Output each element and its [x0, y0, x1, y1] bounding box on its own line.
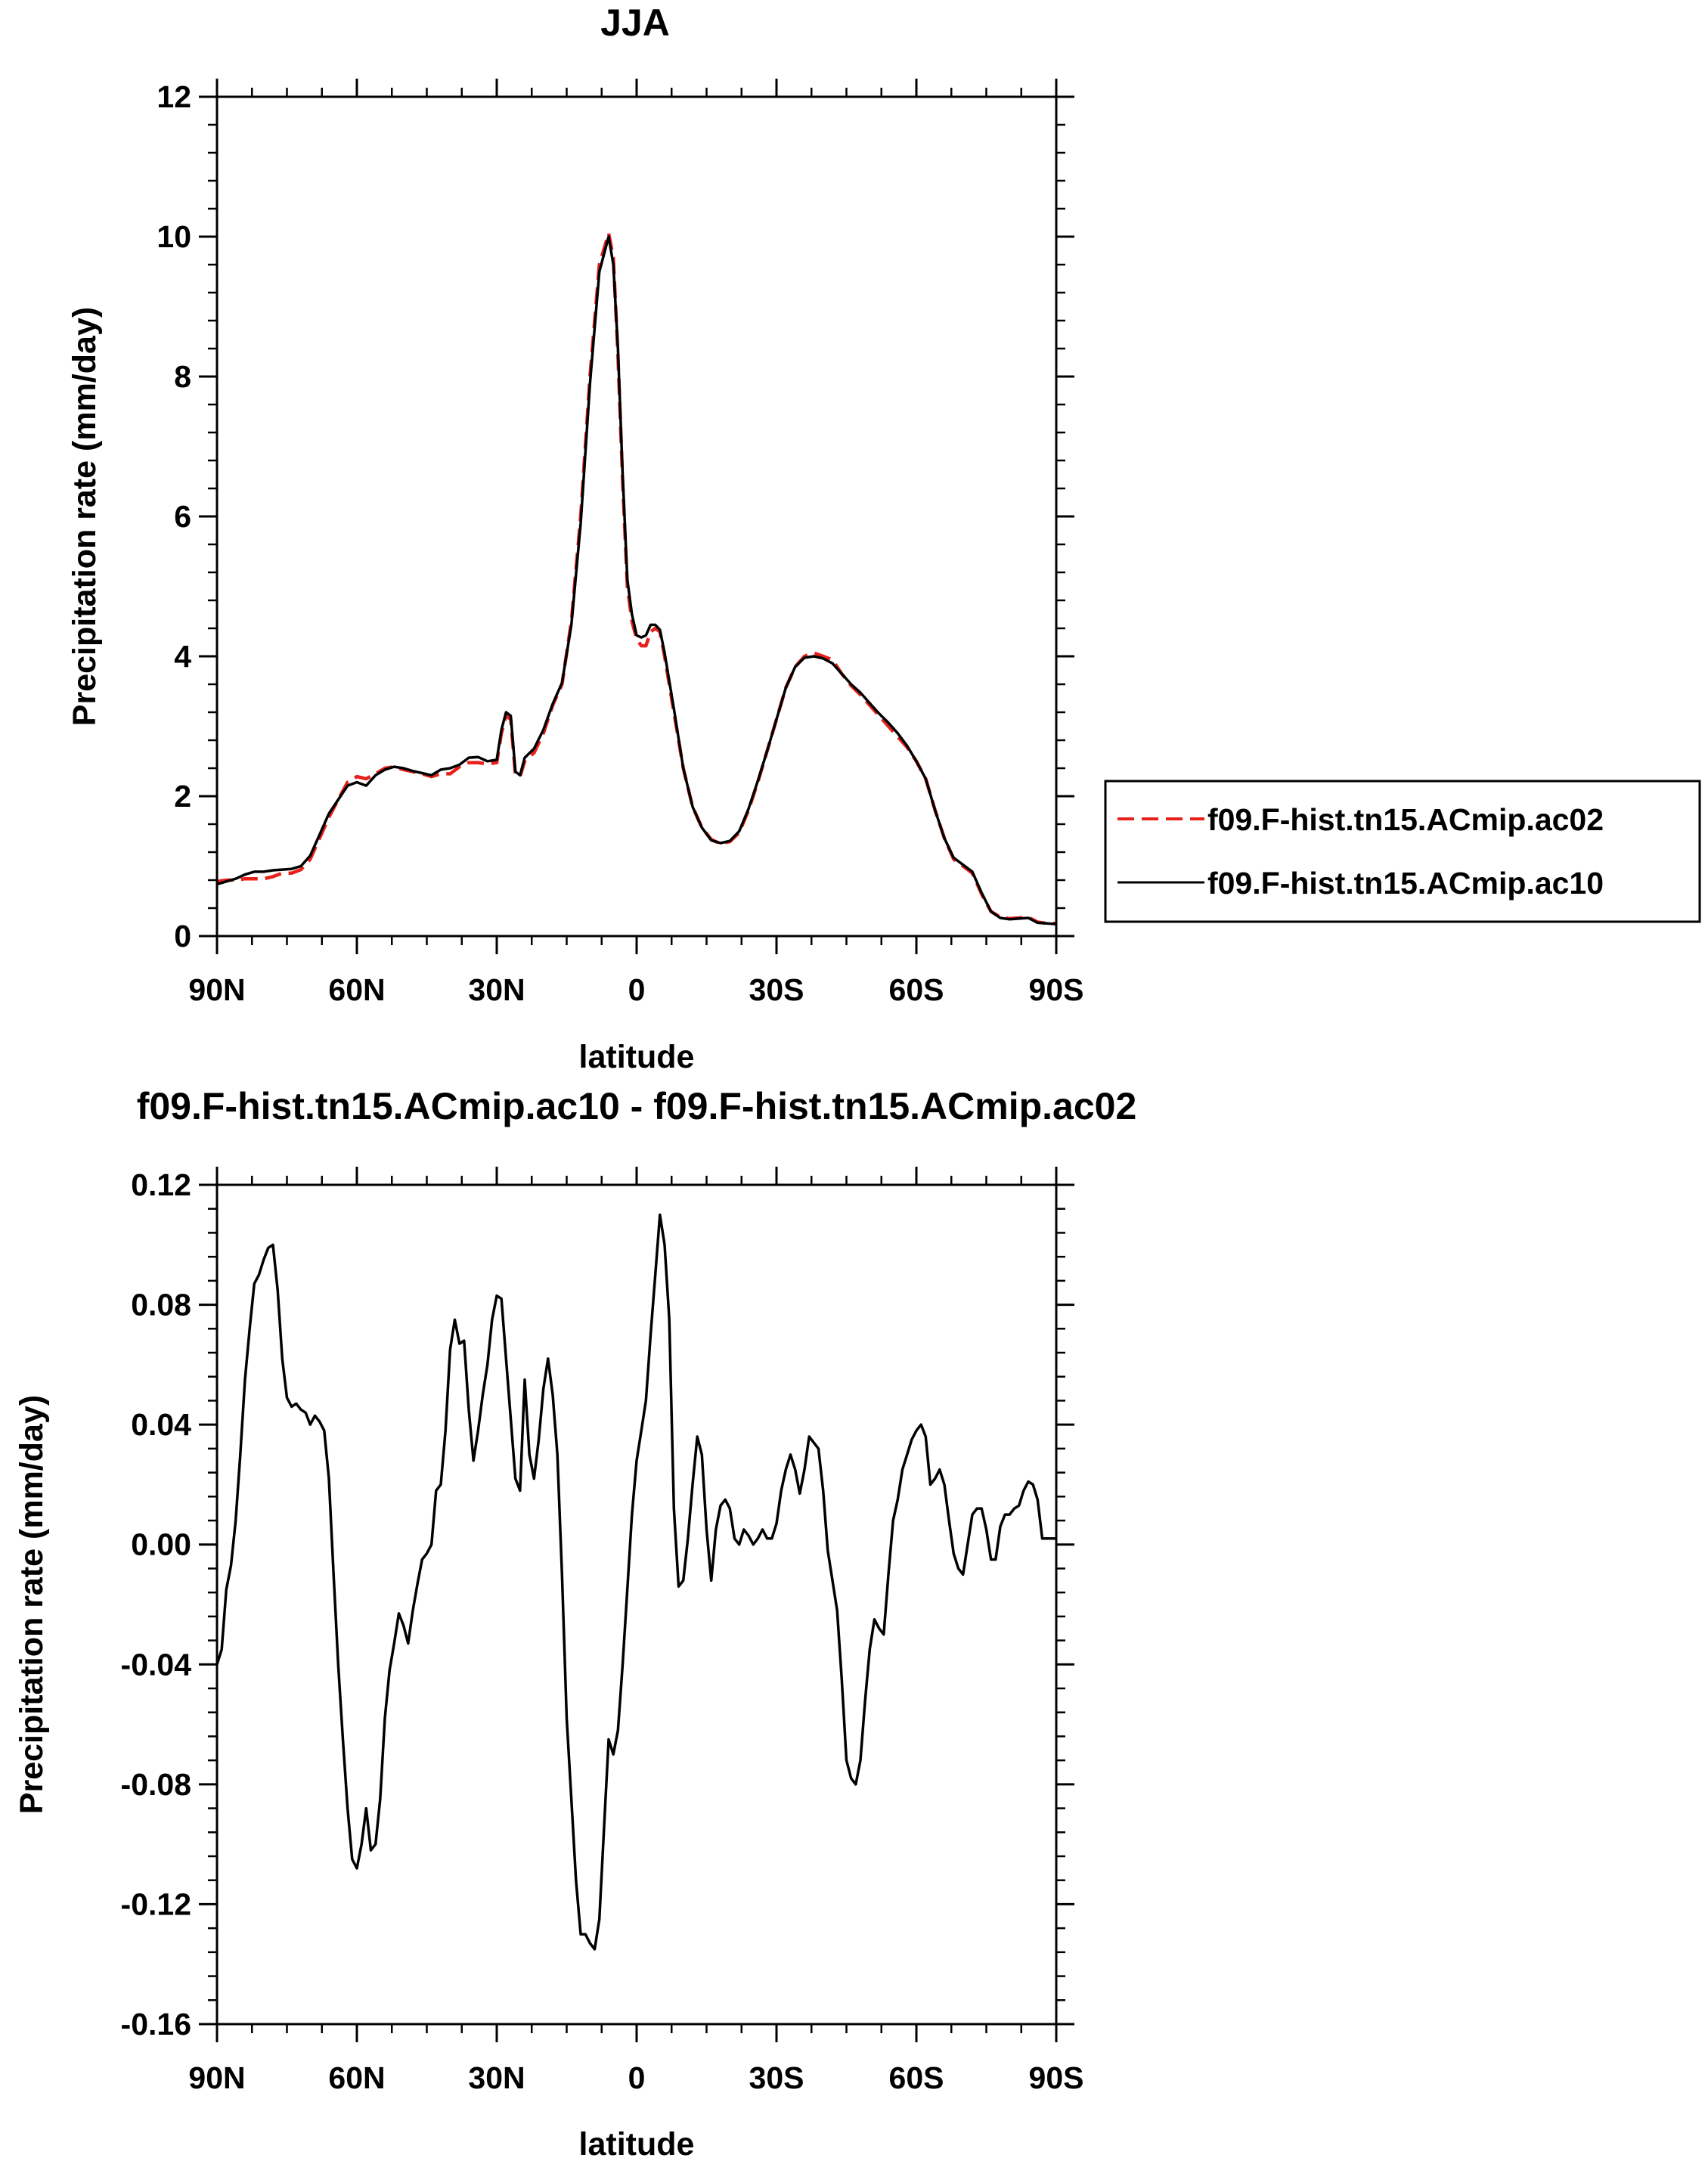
- y-tick-label: 0.12: [131, 1167, 191, 1202]
- x-tick-label: 0: [628, 2060, 646, 2095]
- plot-frame: [215, 1183, 1058, 2026]
- chart-precipitation-jja: JJA 0 2 4 6 8 10 12 90N 60N 30N 0 30S 60S 90S Precipi…: [67, 2, 1701, 1075]
- x-tick-label: 90N: [188, 2060, 245, 2095]
- x-tick-label: 90N: [188, 972, 245, 1007]
- chart-title: f09.F-hist.tn15.ACmip.ac10 - f09.F-hist.…: [137, 1085, 1137, 1127]
- plot-lines: [216, 231, 1057, 926]
- y-tick-label: 0: [174, 919, 191, 953]
- y-tick-label: -0.12: [121, 1887, 191, 1921]
- x-tick-label: 30S: [749, 2060, 804, 2095]
- x-tick-label: 90S: [1029, 2060, 1084, 2095]
- y-tick-label: 12: [157, 79, 191, 114]
- y-tick-label: -0.04: [121, 1647, 192, 1682]
- y-axis-label: Precipitation rate (mm/day): [67, 307, 103, 726]
- plot-lines: [215, 1213, 1056, 1951]
- legend-label-ac10: f09.F-hist.tn15.ACmip.ac10: [1207, 866, 1604, 901]
- x-tick-label: 30N: [468, 972, 525, 1007]
- axis-ticks: [199, 79, 1074, 954]
- y-tick-label: 8: [174, 359, 191, 394]
- legend-label-ac02: f09.F-hist.tn15.ACmip.ac02: [1207, 802, 1604, 837]
- axis-ticks: [199, 1167, 1074, 2042]
- x-axis-label: latitude: [579, 2126, 695, 2162]
- x-tick-label: 60N: [328, 2060, 385, 2095]
- x-tick-label: 60S: [889, 2060, 944, 2095]
- legend: f09.F-hist.tn15.ACmip.ac02 f09.F-hist.tn…: [1104, 780, 1701, 923]
- chart-precipitation-difference: f09.F-hist.tn15.ACmip.ac10 - f09.F-hist.…: [14, 1085, 1136, 2162]
- tick-labels: -0.16 -0.12 -0.08 -0.04 0.00 0.04 0.08 0.12 90N 6…: [121, 1167, 1084, 2095]
- legend-box: [1104, 780, 1701, 923]
- y-tick-label: 0.04: [131, 1407, 191, 1442]
- plot-frame: [215, 95, 1058, 938]
- x-tick-label: 30S: [749, 972, 804, 1007]
- tick-labels: 0 2 4 6 8 10 12 90N 60N 30N 0 30S 60S 90S: [157, 79, 1083, 1007]
- y-tick-label: -0.16: [121, 2007, 191, 2042]
- y-axis-label: Precipitation rate (mm/day): [14, 1395, 50, 1814]
- y-tick-label: 4: [174, 639, 191, 674]
- y-tick-label: 2: [174, 779, 191, 814]
- x-tick-label: 60N: [328, 972, 385, 1007]
- x-tick-label: 60S: [889, 972, 944, 1007]
- y-tick-label: 10: [157, 219, 191, 254]
- series-line-1: [216, 235, 1057, 926]
- x-tick-label: 30N: [468, 2060, 525, 2095]
- x-tick-label: 90S: [1029, 972, 1084, 1007]
- y-tick-label: 6: [174, 499, 191, 534]
- chart-title: JJA: [600, 2, 670, 44]
- y-tick-label: 0.08: [131, 1288, 191, 1322]
- y-tick-label: 0.00: [131, 1527, 191, 1562]
- x-axis-label: latitude: [579, 1039, 695, 1075]
- series-line-0: [215, 1213, 1056, 1951]
- x-tick-label: 0: [628, 972, 646, 1007]
- series-line-0: [216, 231, 1056, 925]
- y-tick-label: -0.08: [121, 1767, 191, 1802]
